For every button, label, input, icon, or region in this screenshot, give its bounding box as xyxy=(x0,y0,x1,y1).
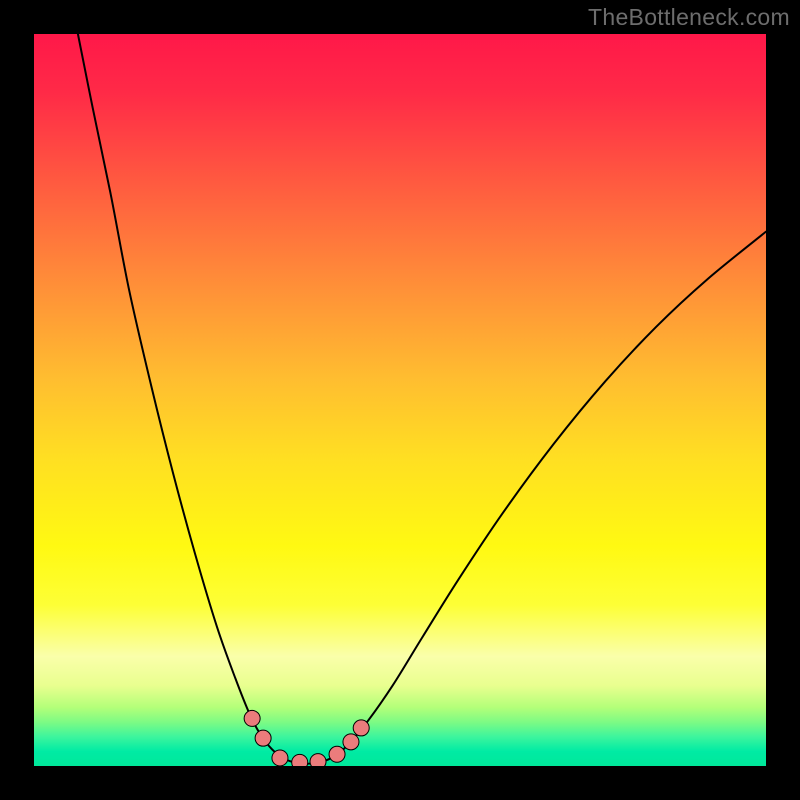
data-marker xyxy=(343,734,359,750)
gradient-background xyxy=(34,34,766,766)
watermark-text: TheBottleneck.com xyxy=(588,4,790,31)
chart-container: TheBottleneck.com xyxy=(0,0,800,800)
data-marker xyxy=(310,754,326,766)
data-marker xyxy=(272,750,288,766)
plot-area xyxy=(34,34,766,766)
data-marker xyxy=(353,720,369,736)
data-marker xyxy=(329,746,345,762)
data-marker xyxy=(292,754,308,766)
curve-chart-svg xyxy=(34,34,766,766)
data-marker xyxy=(255,730,271,746)
data-marker xyxy=(244,710,260,726)
